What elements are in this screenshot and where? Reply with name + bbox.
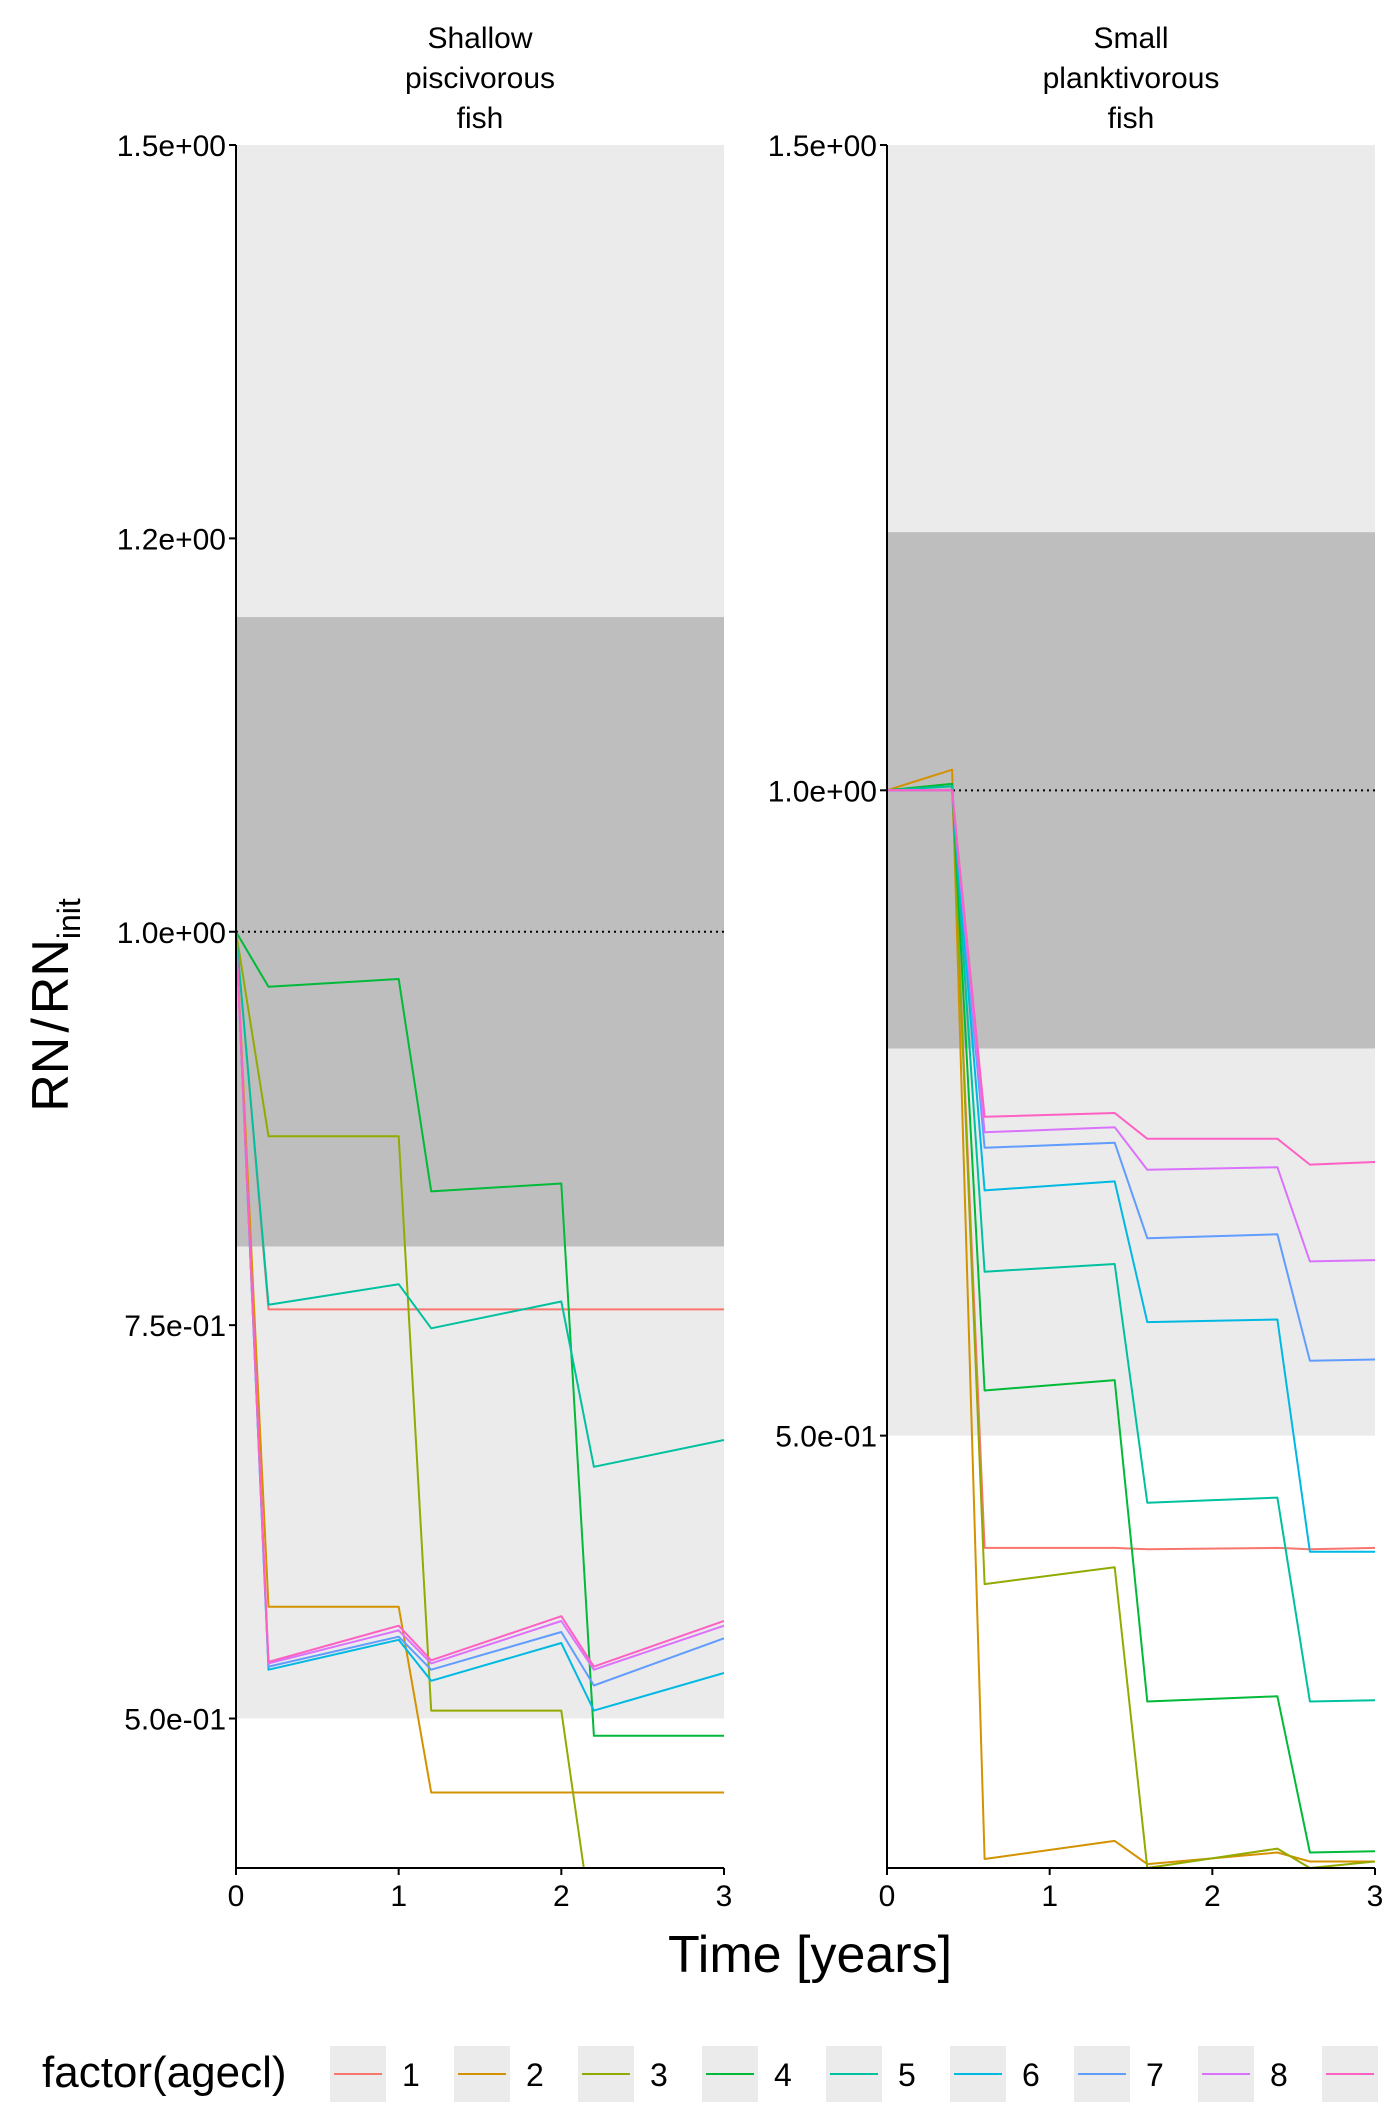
series-line-9 bbox=[236, 931, 724, 1668]
legend-title: factor(agecl) bbox=[42, 2048, 287, 2097]
legend-key-8: 8 bbox=[1198, 2046, 1288, 2102]
series-line-7 bbox=[236, 931, 724, 1687]
y-tick-label: 5.0e-01 bbox=[124, 1704, 226, 1737]
series-lines bbox=[236, 931, 724, 1868]
legend-label: 2 bbox=[526, 2057, 544, 2093]
legend-label: 7 bbox=[1146, 2057, 1164, 2093]
x-tick-label: 3 bbox=[1367, 1880, 1384, 1913]
y-tick-label: 1.2e+00 bbox=[117, 523, 226, 556]
series-line-2 bbox=[236, 931, 724, 1794]
panels: 1.5e+00 1.2e+00 1.0e+00 7.5e-01 5.0e-01 0 1 2 3 S… bbox=[117, 22, 1384, 1913]
series-line-4 bbox=[236, 931, 724, 1737]
x-tick-label: 2 bbox=[1204, 1880, 1221, 1913]
legend-label: 3 bbox=[650, 2057, 668, 2093]
series-line-9 bbox=[887, 789, 1375, 1166]
panel-title-line: piscivorous bbox=[405, 62, 555, 95]
panel-2: 1.5e+00 1.0e+00 5.0e-01 0 1 2 3 Small planktivor… bbox=[768, 22, 1384, 1913]
series-line-3 bbox=[236, 931, 585, 1868]
x-tick-label: 0 bbox=[228, 1880, 245, 1913]
y-tick-label: 1.5e+00 bbox=[117, 130, 226, 163]
legend-label: 8 bbox=[1270, 2057, 1288, 2093]
panel-1: 1.5e+00 1.2e+00 1.0e+00 7.5e-01 5.0e-01 0 1 2 3 S… bbox=[117, 22, 733, 1913]
legend-key-5: 5 bbox=[826, 2046, 916, 2102]
series-line-3 bbox=[887, 782, 1375, 1868]
panel-title-line: planktivorous bbox=[1043, 62, 1220, 95]
x-tick-label: 0 bbox=[879, 1880, 896, 1913]
panel-title-line: Shallow bbox=[427, 22, 532, 55]
panel-title-line: Small bbox=[1093, 22, 1168, 55]
y-tick-label: 7.5e-01 bbox=[124, 1310, 226, 1343]
legend-key-6: 6 bbox=[950, 2046, 1040, 2102]
legend-key-1: 1 bbox=[330, 2046, 420, 2102]
y-axis-title-denom: RN bbox=[22, 939, 80, 1014]
y-tick-label: 5.0e-01 bbox=[775, 1421, 877, 1454]
series-line-8 bbox=[236, 931, 724, 1671]
y-tick-label: 1.0e+00 bbox=[768, 775, 877, 808]
legend-key-7: 7 bbox=[1074, 2046, 1164, 2102]
series-line-5 bbox=[236, 931, 724, 1468]
panel-title-line: fish bbox=[1108, 102, 1155, 135]
series-line-4 bbox=[887, 782, 1375, 1854]
legend-label: 4 bbox=[774, 2057, 792, 2093]
x-tick-label: 1 bbox=[1041, 1880, 1058, 1913]
legend-key-9 bbox=[1322, 2046, 1378, 2102]
legend-label: 6 bbox=[1022, 2057, 1040, 2093]
x-tick-label: 3 bbox=[716, 1880, 733, 1913]
legend: factor(agecl) 1 2 3 4 5 6 7 8 bbox=[42, 2046, 1378, 2102]
legend-label: 1 bbox=[402, 2057, 420, 2093]
series-line-2 bbox=[887, 768, 1375, 1866]
legend-key-2: 2 bbox=[454, 2046, 544, 2102]
inner-reference-band bbox=[236, 617, 724, 1247]
series-line-6 bbox=[236, 931, 724, 1712]
y-axis-title-main: RN bbox=[22, 1037, 80, 1112]
y-axis-title-slash: / bbox=[22, 1018, 80, 1033]
x-tick-label: 2 bbox=[553, 1880, 570, 1913]
y-tick-label: 1.0e+00 bbox=[117, 917, 226, 950]
y-axis-title: RN/RNinit bbox=[22, 898, 87, 1112]
legend-key-4: 4 bbox=[702, 2046, 792, 2102]
x-axis-title: Time [years] bbox=[668, 1926, 952, 1984]
series-lines bbox=[887, 768, 1375, 1868]
x-tick-label: 1 bbox=[390, 1880, 407, 1913]
series-line-1 bbox=[236, 931, 724, 1311]
y-axis-title-subscript: init bbox=[51, 898, 87, 939]
panel-title-line: fish bbox=[457, 102, 504, 135]
legend-keys: 1 2 3 4 5 6 7 8 bbox=[330, 2046, 1378, 2102]
legend-label: 5 bbox=[898, 2057, 916, 2093]
legend-key-3: 3 bbox=[578, 2046, 668, 2102]
y-tick-label: 1.5e+00 bbox=[768, 130, 877, 163]
